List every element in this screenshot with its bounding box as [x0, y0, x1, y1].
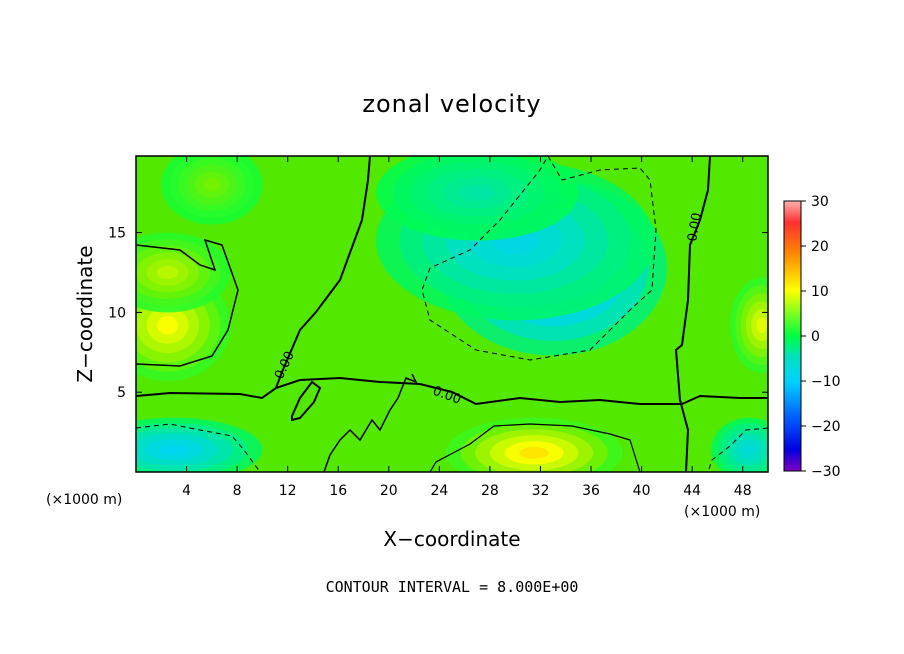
- x-tick-label: 28: [481, 483, 499, 499]
- x-tick-label: 44: [683, 483, 701, 499]
- y-axis-ticks: 5 10 15: [108, 226, 768, 401]
- anomaly-9-ring-5: [203, 178, 221, 192]
- anomaly-8-ring-5: [460, 184, 495, 201]
- anomaly-6: [136, 417, 263, 472]
- x-tick-label: 16: [329, 483, 347, 499]
- x-tick-label: 32: [532, 483, 550, 499]
- x-unit-label-right: (×1000 m): [684, 504, 760, 520]
- y-tick-label: 10: [108, 305, 126, 321]
- anomaly-5-ring-5: [756, 317, 767, 334]
- x-tick-label: 24: [430, 483, 448, 499]
- chart-title: zonal velocity: [362, 90, 541, 118]
- anomaly-6-ring-5: [159, 444, 189, 455]
- x-tick-label: 20: [380, 483, 398, 499]
- negative-contour-bottomleft: [136, 423, 261, 472]
- negative-contour-center: [421, 156, 657, 361]
- anomaly-4: [136, 232, 231, 313]
- contour-lines: [136, 156, 768, 472]
- x-axis-ticks: 4 8 12 16 20 24 28 32 36 40 44 48: [182, 156, 752, 499]
- x-unit-label-left: (×1000 m): [46, 492, 122, 508]
- y-axis-label: Z−coordinate: [73, 245, 97, 382]
- colorbar-tick-label: 30: [811, 194, 829, 210]
- contour-interval-text: CONTOUR INTERVAL = 8.000E+00: [326, 578, 579, 596]
- anomaly-4-ring-5: [157, 265, 179, 280]
- zero-contour-wiggle: [323, 373, 418, 472]
- y-tick-label: 5: [117, 385, 126, 401]
- anomaly-7-ring-5: [742, 444, 756, 455]
- x-tick-label: 40: [633, 483, 651, 499]
- anomaly-8: [376, 156, 579, 241]
- colorbar-tick-label: 20: [811, 239, 829, 255]
- zero-contour-blob: [291, 380, 322, 422]
- x-tick-label: 36: [582, 483, 600, 499]
- zero-contour-left: [275, 156, 371, 389]
- x-tick-label: 12: [279, 483, 297, 499]
- anomaly-2-ring-5: [519, 446, 549, 459]
- x-axis-label: X−coordinate: [383, 527, 520, 551]
- plot-frame: [135, 155, 769, 473]
- contour-label-3: 0.00: [685, 212, 705, 243]
- x-tick-label: 4: [182, 483, 191, 499]
- y-tick-label: 15: [108, 226, 126, 242]
- positive-contour-bottom: [429, 423, 641, 472]
- anomaly-5: [730, 277, 768, 374]
- zero-contour-upperleft: [136, 238, 239, 367]
- anomaly-7: [711, 417, 768, 472]
- colorbar-tick-label: 0: [811, 329, 820, 345]
- colorbar-tick-label: −30: [811, 464, 841, 480]
- colorbar-tick-label: −20: [811, 419, 841, 435]
- velocity-field: [136, 156, 768, 472]
- colorbar-tick-label: 10: [811, 284, 829, 300]
- colorbar-ticks: 30 20 10 0 −10 −20 −30: [801, 194, 841, 480]
- x-tick-label: 48: [734, 483, 752, 499]
- colorbar-tick-label: −10: [811, 374, 841, 390]
- x-tick-label: 8: [233, 483, 242, 499]
- zero-contour-right: [674, 156, 711, 472]
- anomaly-3-ring-5: [157, 315, 179, 335]
- colorbar: [783, 200, 802, 472]
- anomaly-9: [161, 156, 263, 225]
- anomaly-2: [445, 417, 623, 472]
